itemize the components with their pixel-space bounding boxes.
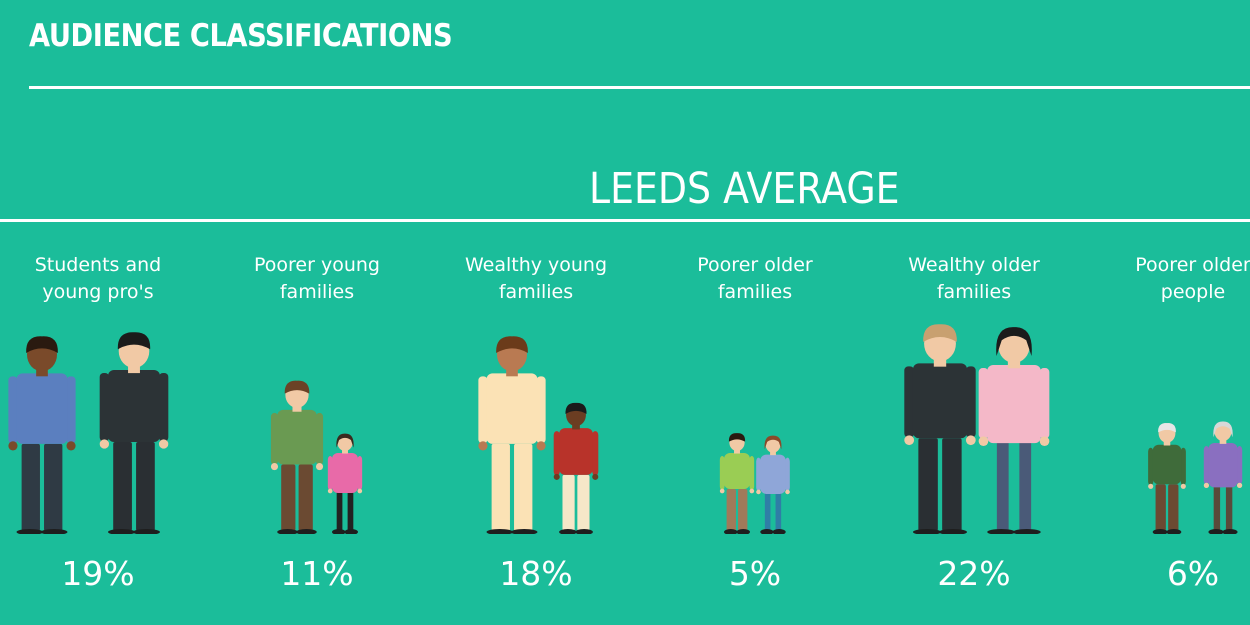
category-label-line: Wealthy young [464, 254, 608, 276]
divider-mid [0, 219, 1250, 222]
divider-top [29, 86, 1250, 89]
category-label-line: families [498, 281, 574, 303]
elderly-woman-icon [1203, 421, 1243, 534]
percentage-value: 11% [280, 554, 354, 593]
percentage-value: 19% [61, 554, 135, 593]
boy-icon [553, 402, 599, 534]
category-label: Wealthy older families [874, 252, 1074, 306]
elderly-man-icon [1148, 423, 1186, 534]
father-icon [719, 433, 755, 534]
category-label-line: Poorer young [254, 254, 380, 276]
figure-illustration [8, 332, 169, 534]
percentage-value: 5% [728, 554, 782, 593]
figure-illustration [904, 324, 1050, 534]
girl-icon [327, 433, 363, 534]
category-label-line: young pro's [42, 281, 154, 303]
figure-illustration [270, 380, 363, 534]
figure-illustration [478, 336, 599, 534]
young-professional-icon [99, 332, 169, 534]
percentage-value: 18% [499, 554, 573, 593]
businesswoman-icon [978, 327, 1050, 534]
chart-title: LEEDS AVERAGE [589, 164, 900, 214]
father-icon [478, 336, 546, 534]
category-label: Students and young pro's [0, 252, 198, 306]
section-title: AUDIENCE CLASSIFICATIONS [29, 18, 453, 54]
percentage-value: 6% [1166, 554, 1220, 593]
category-label: Wealthy young families [436, 252, 636, 306]
category-label-line: families [717, 281, 793, 303]
figure-illustration [719, 433, 790, 534]
category-label-line: Students and [34, 254, 162, 276]
category-label-line: families [279, 281, 355, 303]
category-label-line: Poorer older [697, 254, 813, 276]
businessman-icon [904, 324, 976, 534]
category-label: Poorer older people [1093, 252, 1250, 306]
student-icon [8, 336, 76, 534]
category-label-line: people [1160, 281, 1226, 303]
figure-illustration [1148, 421, 1243, 534]
category-label-line: families [936, 281, 1012, 303]
mother-icon [756, 435, 790, 534]
category-label-line: Wealthy older [908, 254, 1040, 276]
category-label: Poorer older families [655, 252, 855, 306]
category-label: Poorer young families [217, 252, 417, 306]
category-label-line: Poorer older [1135, 254, 1250, 276]
father-icon [270, 380, 324, 534]
percentage-value: 22% [937, 554, 1011, 593]
